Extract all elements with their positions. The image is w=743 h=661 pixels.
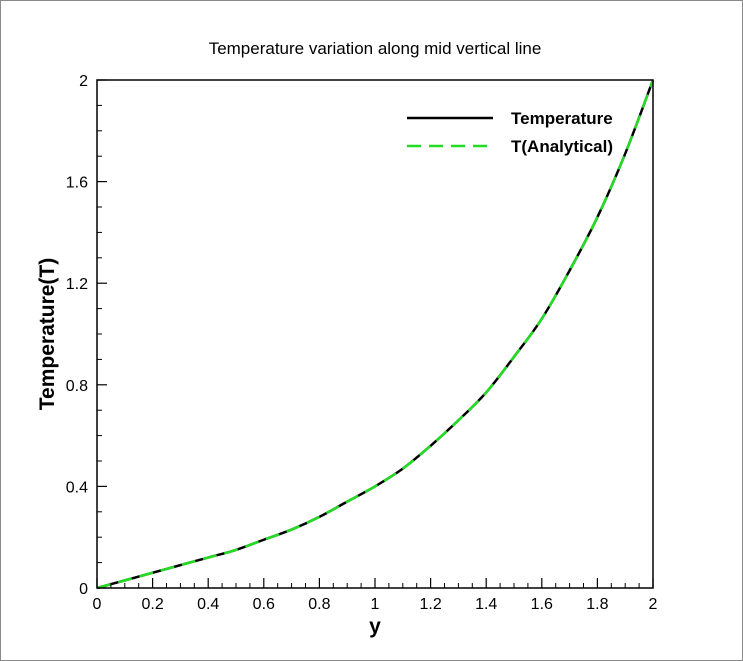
plot-frame [96, 79, 654, 589]
x-tick-label: 0.6 [253, 596, 275, 613]
x-tick-label: 1.8 [586, 596, 608, 613]
y-tick-label: 0 [79, 581, 88, 598]
y-axis-label: Temperature(T) [36, 258, 59, 410]
x-tick-label: 2 [649, 596, 658, 613]
x-tick-label: 0.8 [308, 596, 330, 613]
x-tick-label: 1.2 [419, 596, 441, 613]
x-tick-label: 0.4 [197, 596, 219, 613]
x-tick-label: 0.2 [141, 596, 163, 613]
axis-ticks [96, 79, 654, 589]
y-tick-label: 2 [79, 73, 88, 90]
y-tick-label: 1.2 [66, 276, 88, 293]
x-tick-label: 1.6 [531, 596, 553, 613]
legend-label-t-analytical: T(Analytical) [511, 137, 613, 156]
y-tick-labels: 0 0.4 0.8 1.2 1.6 2 [66, 73, 88, 598]
series-line-t-analytical [96, 79, 655, 590]
y-tick-label: 0.8 [66, 378, 88, 395]
legend: Temperature T(Analytical) [407, 109, 613, 156]
legend-label-temperature: Temperature [511, 109, 613, 128]
x-tick-label: 1.4 [475, 596, 497, 613]
x-tick-labels: 0 0.2 0.4 0.6 0.8 1 1.2 1.4 1.6 1.8 2 [93, 596, 658, 613]
chart-title: Temperature variation along mid vertical… [209, 39, 542, 58]
x-axis-label: y [369, 615, 381, 638]
y-tick-label: 1.6 [66, 175, 88, 192]
y-tick-label: 0.4 [66, 479, 88, 496]
x-tick-label: 0 [93, 596, 102, 613]
x-tick-label: 1 [371, 596, 380, 613]
series-lines [96, 79, 655, 590]
